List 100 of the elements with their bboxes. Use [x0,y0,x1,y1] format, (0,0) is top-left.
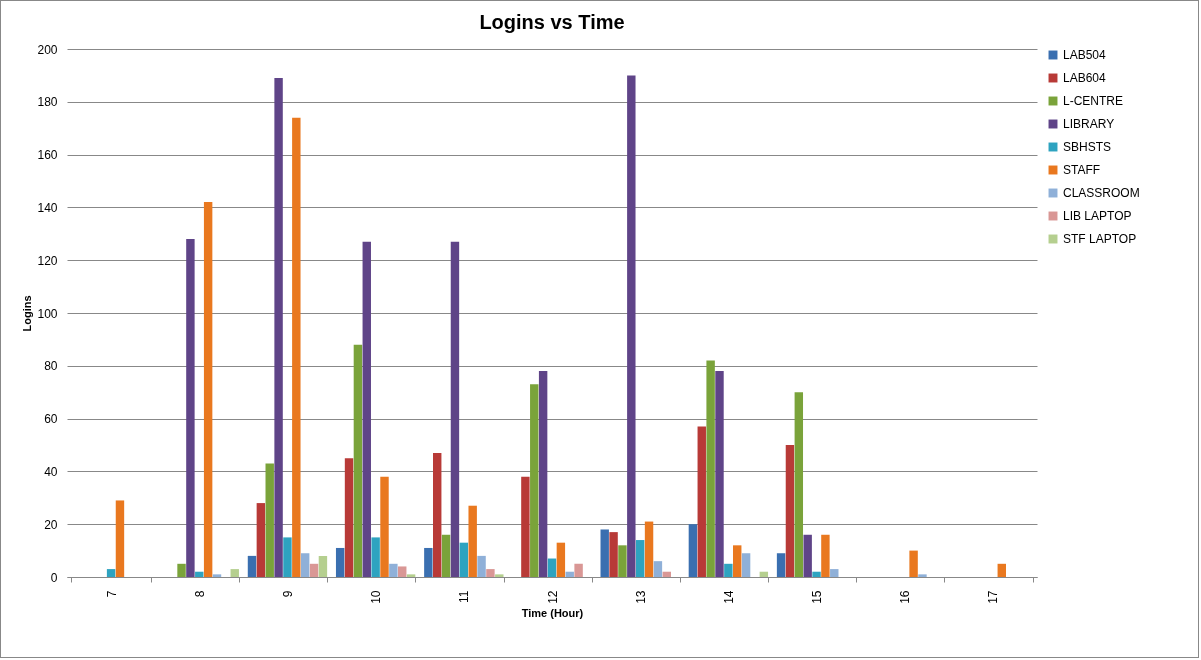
legend-label: STF LAPTOP [1063,232,1137,246]
bar [441,534,451,577]
bar [309,563,319,577]
bar [635,540,645,577]
bar [662,571,671,577]
bar [688,524,698,577]
bar [759,571,769,577]
bar [292,117,301,577]
x-tick-label: 14 [721,590,736,604]
y-tick-label: 140 [37,200,58,215]
bar [653,561,663,577]
bar [186,239,195,577]
bar [450,241,460,577]
legend-label: SBHSTS [1063,140,1112,154]
legend-label: LIBRARY [1063,117,1115,131]
bar [697,426,706,577]
y-tick-label: 160 [37,148,58,163]
y-tick-label: 0 [50,570,58,585]
bar [909,550,918,577]
bar [538,371,548,577]
bar [195,571,204,577]
bar [283,537,292,577]
bar [803,534,812,577]
bar [274,78,283,577]
x-tick-label: 8 [192,590,207,598]
bar [495,574,504,577]
bar [371,537,380,577]
bar [706,360,715,577]
legend-label: LIB LAPTOP [1063,209,1132,223]
bar [600,529,609,577]
y-tick-label: 60 [44,412,58,427]
bar [486,569,495,577]
bar [362,241,371,577]
bar [247,555,257,577]
bar [530,384,539,577]
bar [106,569,116,577]
y-tick-label: 40 [44,464,58,479]
bar [389,563,398,577]
y-tick-label: 180 [37,95,58,110]
x-tick-label: 7 [104,590,119,598]
bar [997,563,1006,577]
x-tick-label: 17 [986,590,1001,604]
bar [918,574,927,577]
bar [830,569,839,577]
y-axis-title: Logins [21,295,34,332]
bar [468,505,477,577]
x-tick-label: 13 [633,590,648,604]
bar [477,555,486,577]
bar [565,571,574,577]
chart-title: Logins vs Time [479,11,625,33]
bar [821,534,830,577]
bar [433,452,442,577]
legend-label: L-CENTRE [1063,94,1124,108]
bar [318,555,328,577]
bar [398,566,407,577]
bar [733,545,742,577]
bar [644,521,654,577]
bar [115,500,125,577]
y-tick-label: 20 [44,517,58,532]
bar [521,476,530,577]
bar [785,445,795,577]
bar [547,558,557,577]
legend-label: STAFF [1063,163,1101,177]
bar [459,542,469,577]
bar [556,542,566,577]
x-tick-label: 15 [810,590,825,604]
bar [256,503,266,577]
y-tick-label: 120 [37,253,58,268]
x-tick-label: 10 [369,590,384,604]
bar [812,571,821,577]
bar [300,553,310,577]
bar [574,563,583,577]
bar [230,569,239,577]
legend-label: LAB604 [1063,71,1107,85]
legend-label: CLASSROOM [1063,186,1140,200]
bar [344,458,354,577]
x-tick-label: 12 [545,590,560,604]
bar [741,553,751,577]
bar [380,476,389,577]
bar [424,547,433,577]
bar [724,563,733,577]
legend-label: LAB504 [1063,48,1107,62]
bar [335,547,345,577]
bar [776,553,786,577]
y-tick-label: 200 [37,42,58,57]
bar [212,574,222,577]
bar [618,545,627,577]
bar [203,202,213,577]
x-tick-label: 16 [898,590,913,604]
bar [177,563,186,577]
y-tick-label: 80 [44,359,58,374]
bar [609,532,618,577]
x-tick-label: 9 [280,590,295,598]
bar [627,75,636,577]
x-tick-label: 11 [457,590,472,603]
bar [353,344,363,577]
bar [265,463,274,577]
bar [715,371,724,577]
bar [406,574,416,577]
y-tick-label: 100 [37,306,58,321]
